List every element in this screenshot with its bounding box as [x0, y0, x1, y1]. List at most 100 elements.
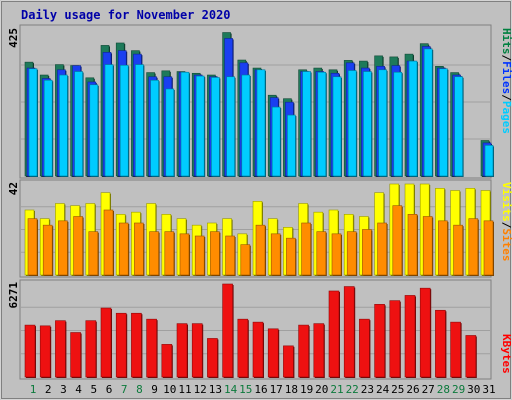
x-tick-label: 17: [270, 383, 283, 396]
x-tick-label: 5: [90, 383, 97, 396]
x-tick-label: 29: [452, 383, 465, 396]
x-tick-label: 1: [30, 383, 37, 396]
kbytes-bar: [115, 312, 127, 378]
pages-bar: [332, 76, 342, 177]
x-tick-label: 26: [406, 383, 419, 396]
hits-ymax-label: 425: [7, 28, 20, 48]
sites-bar: [377, 222, 387, 276]
x-tick-label: 15: [239, 383, 252, 396]
pages-bar: [150, 79, 159, 177]
x-tick-label: 2: [45, 383, 52, 396]
sites-bar: [210, 231, 220, 276]
kbytes-bar: [146, 318, 157, 378]
sites-bar: [179, 233, 190, 276]
sites-bar: [27, 218, 38, 276]
sites-bar: [453, 224, 463, 276]
kbytes-bar: [328, 290, 340, 378]
legend-visits: Visits: [500, 182, 512, 222]
x-tick-label: 14: [224, 383, 238, 396]
pages-bar: [119, 64, 129, 177]
kbytes-bar: [450, 321, 461, 378]
pages-bar: [408, 60, 418, 177]
sites-bar: [118, 222, 129, 276]
kbytes-bar: [359, 318, 370, 378]
sites-bar: [225, 235, 235, 276]
kbytes-bar: [404, 295, 416, 378]
kbytes-bar: [191, 323, 203, 378]
sites-bar: [483, 220, 494, 276]
pages-bar: [378, 69, 387, 177]
x-tick-label: 23: [361, 383, 374, 396]
kbytes-bar: [39, 325, 51, 378]
kbytes-bar: [237, 318, 249, 378]
pages-bar: [211, 77, 220, 177]
pages-bar: [241, 74, 251, 177]
kbytes-bar: [161, 344, 173, 378]
kbytes-bar: [374, 304, 385, 378]
kbytes-bar: [222, 283, 233, 378]
pages-bar: [439, 68, 448, 177]
pages-bar: [287, 114, 296, 177]
x-tick-label: 10: [163, 383, 176, 396]
kbytes-bar: [465, 335, 477, 378]
chart-bars: [24, 32, 494, 378]
kbytes-ymax-label: 6271: [7, 282, 20, 309]
sites-bar: [240, 244, 251, 276]
visits-legend: Visits/Sites: [500, 182, 512, 262]
x-tick-label: 3: [60, 383, 67, 396]
x-tick-label: 19: [300, 383, 313, 396]
pages-bar: [271, 106, 281, 177]
kbytes-bar: [100, 307, 112, 378]
kbytes-bar: [55, 320, 66, 378]
pages-bar: [484, 145, 494, 177]
x-tick-label: 4: [75, 383, 82, 396]
x-tick-label: 7: [121, 383, 128, 396]
x-tick-label: 28: [437, 383, 450, 396]
kbytes-bar: [207, 338, 218, 378]
sites-bar: [58, 220, 68, 276]
sites-bar: [346, 231, 357, 276]
sites-bar: [103, 209, 114, 276]
kbytes-bar: [313, 323, 325, 378]
pages-bar: [393, 71, 403, 177]
sites-bar: [422, 216, 433, 276]
legend-files: Files: [500, 61, 512, 94]
pages-bar: [302, 71, 311, 177]
kbytes-bar: [131, 312, 142, 378]
x-tick-label: 8: [136, 383, 143, 396]
pages-bar: [195, 75, 205, 177]
sites-bar: [362, 229, 372, 276]
pages-bar: [59, 74, 68, 177]
visits-ymax-label: 42: [7, 182, 20, 195]
pages-bar: [89, 84, 99, 177]
pages-bar: [454, 76, 463, 177]
sites-bar: [407, 214, 418, 276]
x-axis-labels: 1 2 3 4 5 6 7 8 9 10 11 12 13 14 15 16 17 18 19 20 21 22 23 24 2…: [30, 383, 496, 396]
legend-sep-3: /: [500, 222, 512, 229]
x-tick-label: 31: [482, 383, 495, 396]
pages-bar: [104, 64, 114, 177]
pages-bar: [347, 70, 357, 177]
x-tick-label: 11: [178, 383, 191, 396]
x-tick-label: 18: [285, 383, 298, 396]
sites-bar: [286, 237, 296, 276]
sites-bar: [73, 216, 83, 276]
sites-bar: [438, 220, 448, 276]
x-tick-label: 22: [346, 383, 359, 396]
legend-sep-1: /: [500, 55, 512, 62]
pages-bar: [135, 64, 144, 177]
sites-bar: [255, 224, 266, 276]
x-tick-label: 21: [330, 383, 343, 396]
kbytes-bar: [419, 287, 431, 378]
x-tick-label: 25: [391, 383, 404, 396]
x-tick-label: 9: [151, 383, 158, 396]
pages-bar: [28, 68, 38, 177]
sites-bar: [270, 233, 281, 276]
x-tick-label: 16: [254, 383, 267, 396]
sites-bar: [301, 222, 311, 276]
x-tick-label: 13: [209, 383, 222, 396]
pages-bar: [74, 71, 83, 177]
legend-sep-2: /: [500, 94, 512, 101]
kbytes-bar: [267, 328, 279, 378]
